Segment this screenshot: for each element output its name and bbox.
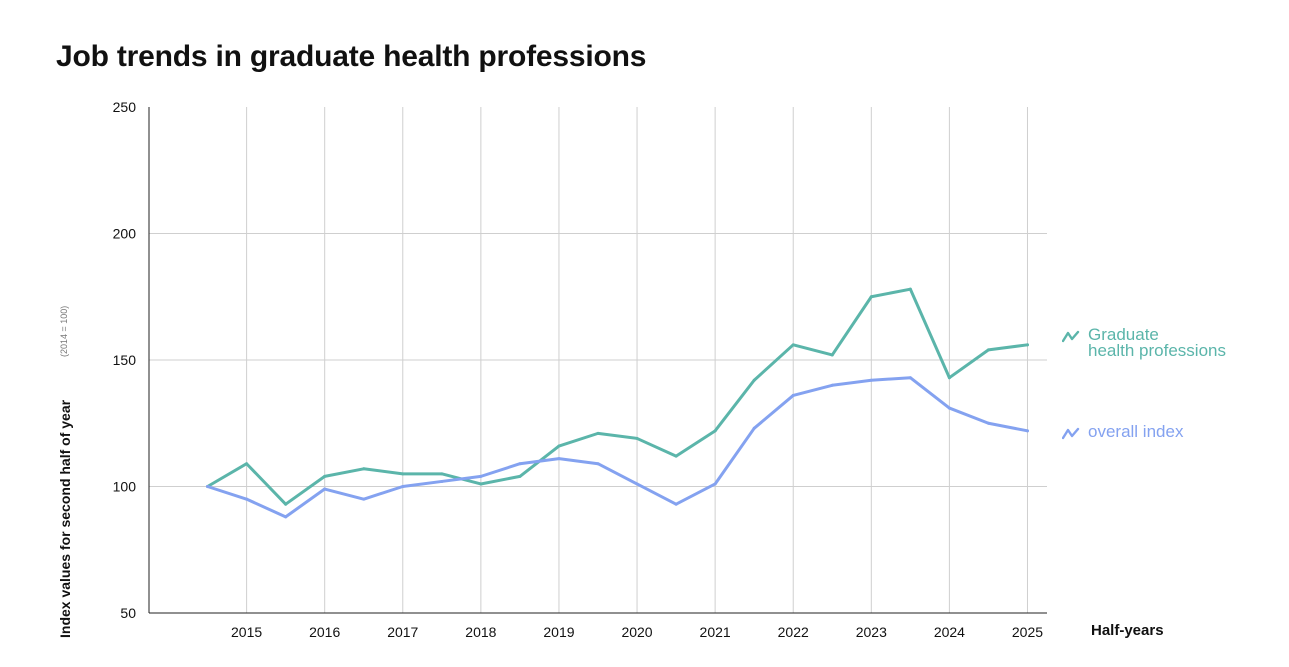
- data-point-graduate-health: [284, 502, 288, 506]
- data-point-graduate-health: [830, 353, 834, 357]
- data-point-overall-index: [752, 426, 756, 430]
- series-line-overall-index: [206, 376, 1029, 519]
- x-tick-label: 2017: [387, 624, 418, 640]
- data-point-graduate-health: [479, 482, 483, 486]
- data-point-overall-index: [1025, 429, 1029, 433]
- data-point-graduate-health: [362, 467, 366, 471]
- data-point-overall-index: [245, 497, 249, 501]
- data-point-graduate-health: [440, 472, 444, 476]
- data-point-overall-index: [440, 479, 444, 483]
- line-trend-icon: [1062, 427, 1080, 440]
- data-point-overall-index: [284, 515, 288, 519]
- x-tick-label: 2022: [778, 624, 809, 640]
- series-lines: [206, 287, 1029, 519]
- chart-title: Job trends in graduate health profession…: [56, 40, 647, 73]
- data-point-graduate-health: [245, 462, 249, 466]
- y-tick-label: 200: [113, 226, 137, 242]
- line-trend-icon: [1062, 330, 1080, 343]
- y-axis-note: (2014 = 100): [59, 305, 69, 357]
- data-point-overall-index: [479, 474, 483, 478]
- legend-item-graduate-health: Graduate health professions: [1062, 324, 1248, 360]
- data-point-overall-index: [986, 421, 990, 425]
- data-point-overall-index: [557, 457, 561, 461]
- series-line-graduate-health-professions: [206, 287, 1029, 506]
- data-point-overall-index: [908, 376, 912, 380]
- data-point-graduate-health: [947, 376, 951, 380]
- data-point-graduate-health: [557, 444, 561, 448]
- x-tick-label: 2021: [700, 624, 731, 640]
- x-tick-label: 2023: [856, 624, 887, 640]
- data-point-overall-index: [323, 487, 327, 491]
- data-point-overall-index: [596, 462, 600, 466]
- data-point-overall-index: [791, 393, 795, 397]
- x-tick-label: 2016: [309, 624, 340, 640]
- data-point-graduate-health: [518, 474, 522, 478]
- x-tick-label: 2024: [934, 624, 965, 640]
- x-tick-label: 2020: [621, 624, 652, 640]
- data-point-overall-index: [362, 497, 366, 501]
- x-tick-label: 2015: [231, 624, 262, 640]
- data-point-overall-index: [674, 502, 678, 506]
- y-tick-label: 250: [113, 99, 137, 115]
- data-point-graduate-health: [1025, 343, 1029, 347]
- data-point-overall-index: [401, 485, 405, 488]
- data-point-overall-index: [713, 482, 717, 486]
- legend-label: Graduate health professions: [1088, 324, 1226, 360]
- data-point-overall-index: [518, 462, 522, 466]
- data-point-overall-index: [206, 485, 210, 488]
- grid-lines: [149, 107, 1047, 613]
- data-point-graduate-health: [908, 287, 912, 291]
- legend-item-overall-index: overall index: [1062, 421, 1248, 441]
- y-tick-label: 100: [113, 479, 137, 495]
- x-axis-label: Half-years: [1091, 622, 1164, 639]
- x-tick-label: 2025: [1012, 624, 1043, 640]
- legend-label: overall index: [1088, 421, 1184, 441]
- y-axis-label: Index values for second half of year: [57, 399, 73, 638]
- data-point-graduate-health: [674, 454, 678, 458]
- data-point-overall-index: [947, 406, 951, 410]
- tick-labels: 50 100 150 200 250 2015 2016 2017 2018 2019 2020 20…: [113, 99, 1044, 640]
- data-point-graduate-health: [791, 343, 795, 347]
- x-tick-label: 2019: [543, 624, 574, 640]
- data-point-graduate-health: [635, 436, 639, 440]
- data-point-overall-index: [830, 383, 834, 387]
- data-point-graduate-health: [323, 474, 327, 478]
- data-point-graduate-health: [596, 431, 600, 435]
- data-point-graduate-health: [713, 429, 717, 433]
- data-point-graduate-health: [401, 472, 405, 476]
- data-point-overall-index: [869, 378, 873, 382]
- data-point-graduate-health: [869, 295, 873, 299]
- data-point-graduate-health: [986, 348, 990, 352]
- axes: [148, 107, 1047, 614]
- data-point-graduate-health: [752, 378, 756, 382]
- y-tick-label: 150: [113, 352, 137, 368]
- data-point-overall-index: [635, 482, 639, 486]
- y-tick-label: 50: [120, 605, 136, 621]
- x-tick-label: 2018: [465, 624, 496, 640]
